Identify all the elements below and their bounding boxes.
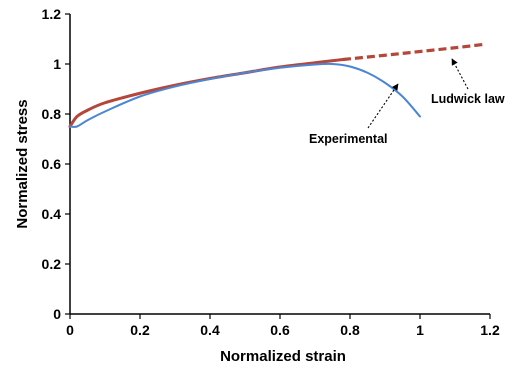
x-tick-label: 1 [416,322,424,338]
x-tick-label: 0.2 [130,322,150,338]
y-tick-label: 0 [53,306,61,322]
experimental-arrow [367,83,399,129]
y-tick-label: 1 [53,56,61,72]
series-layer [68,42,484,128]
x-axis-ticks: 0 0.2 0.4 0.6 0.8 1 1.2 [66,314,500,338]
x-tick-label: 1.2 [480,322,500,338]
y-axis-title: Normalized stress [14,99,31,228]
y-tick-label: 0.2 [42,256,62,272]
experimental-line [69,62,421,128]
x-tick-label: 0.8 [340,322,360,338]
ludwick-law-arrow [451,58,469,90]
chart-axes [69,14,490,315]
x-tick-label: 0.6 [270,322,290,338]
ludwick-law-line-dashed [342,42,484,62]
ludwick-law-line-solid [68,58,345,128]
x-axis-title: Normalized strain [220,348,346,365]
y-tick-label: 0.4 [42,206,62,222]
experimental-label: Experimental [309,132,388,146]
y-tick-label: 1.2 [42,6,62,22]
ludwick-law-label: Ludwick law [431,92,505,106]
x-tick-label: 0.4 [200,322,220,338]
y-tick-label: 0.6 [42,156,62,172]
y-tick-label: 0.8 [42,106,62,122]
annotation-layer: Ludwick law Experimental [309,58,505,146]
y-axis-ticks: 0 0.2 0.4 0.6 0.8 1 1.2 [42,6,70,322]
x-tick-label: 0 [66,322,74,338]
